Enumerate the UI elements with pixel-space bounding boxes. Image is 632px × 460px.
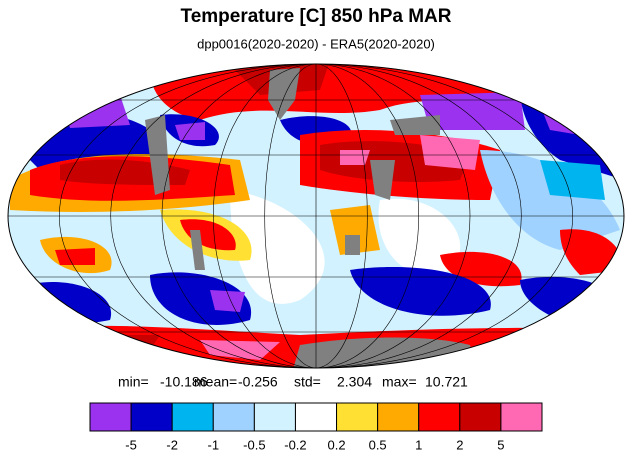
- colorbar-label: 2: [456, 437, 463, 452]
- colorbar-box: [253, 402, 296, 432]
- colorbar-box: [418, 402, 461, 432]
- colorbar-label: -1: [207, 437, 219, 452]
- map-field: [8, 64, 624, 368]
- colorbar-label: 5: [497, 437, 504, 452]
- subtitle: dpp0016(2020-2020) - ERA5(2020-2020): [197, 36, 435, 51]
- map-border: [7, 63, 625, 369]
- colorbar-label: -0.5: [243, 437, 265, 452]
- colorbar-label: -5: [125, 437, 137, 452]
- stat-label: mean=: [194, 374, 237, 390]
- colorbar-label: 0.5: [369, 437, 387, 452]
- stat-label: max=: [382, 374, 417, 390]
- colorbar-label: -2: [166, 437, 178, 452]
- colorbar-box: [89, 402, 132, 432]
- colorbar-box: [130, 402, 173, 432]
- stat-value: 10.721: [425, 374, 468, 390]
- stat-label: min=: [118, 374, 149, 390]
- colorbar-box: [294, 402, 338, 432]
- colorbar-label: 0.2: [328, 437, 346, 452]
- stat-value: -0.256: [238, 374, 278, 390]
- colorbar-label: -0.2: [284, 437, 306, 452]
- stat-value: 2.304: [337, 374, 372, 390]
- colorbar-box: [459, 402, 502, 432]
- colorbar-label: 1: [415, 437, 422, 452]
- colorbar-box: [500, 402, 543, 432]
- colorbar-box: [212, 402, 255, 432]
- colorbar-box: [171, 402, 214, 432]
- stat-value: -10.186: [160, 374, 208, 390]
- stat-label: std=: [294, 374, 321, 390]
- colorbar-box: [336, 402, 379, 432]
- colorbar-box: [377, 402, 420, 432]
- title: Temperature [C] 850 hPa MAR: [181, 6, 452, 27]
- colorbar: -5 -2 -1 -0.5 -0.2 0.2 0.5 1 2 5: [89, 402, 543, 452]
